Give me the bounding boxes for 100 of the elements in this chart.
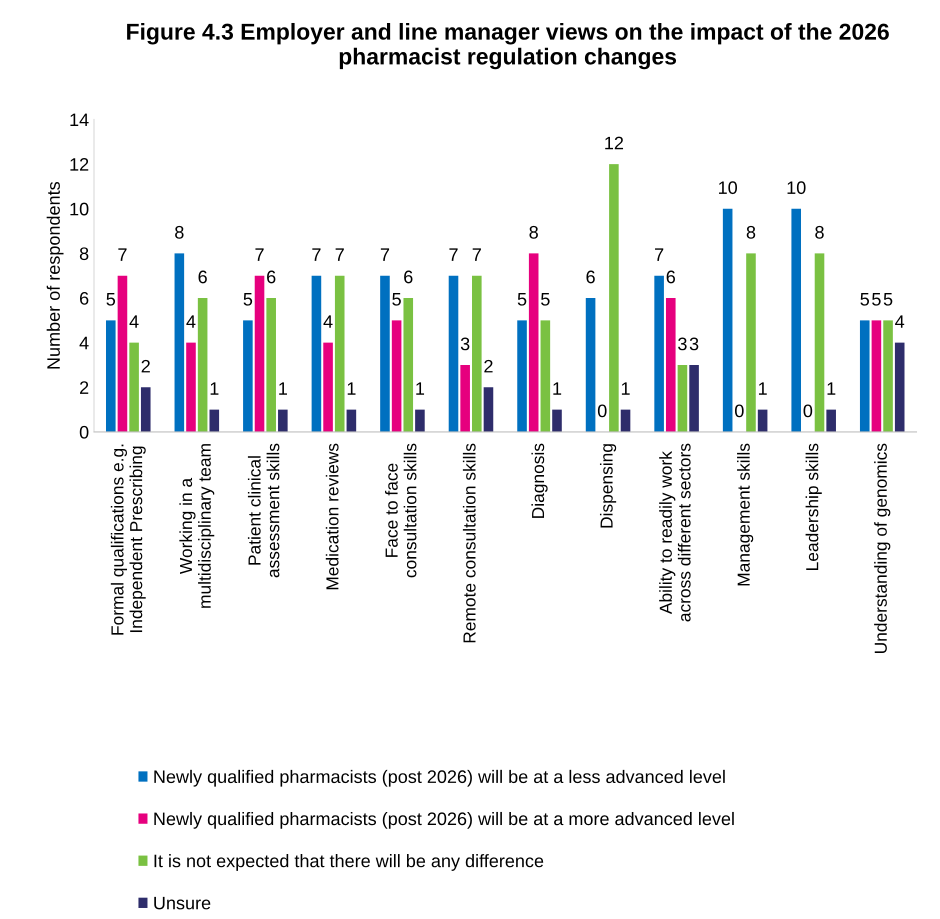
data-label: 7 (380, 248, 390, 261)
data-label: 4 (895, 315, 904, 328)
data-label: 10 (719, 181, 738, 194)
y-tick-label: 6 (80, 292, 88, 305)
bar (334, 276, 345, 432)
bar (448, 276, 458, 432)
bar (722, 208, 732, 432)
data-label: 1 (828, 382, 836, 395)
data-label: 7 (312, 248, 321, 261)
y-tick-label: 12 (70, 158, 88, 171)
data-label: 7 (655, 248, 664, 261)
x-tick-label: Working in a multidisciplinary team (179, 444, 214, 608)
data-label: 0 (804, 404, 812, 418)
bar (254, 276, 264, 432)
bar (278, 410, 288, 432)
data-label: 4 (186, 315, 196, 328)
bar (472, 276, 482, 432)
data-label: 1 (622, 382, 630, 395)
data-label: 7 (336, 248, 344, 261)
data-label: 5 (860, 293, 870, 306)
data-label: 6 (666, 270, 676, 284)
bar (814, 253, 824, 432)
bar (654, 276, 664, 432)
data-label: 0 (598, 404, 607, 418)
bar (791, 208, 802, 432)
data-label: 8 (529, 226, 538, 239)
x-tick-label: Remote consultation skills (462, 444, 476, 642)
data-label: 6 (267, 270, 276, 284)
data-label: 12 (605, 136, 624, 150)
data-label: 8 (175, 226, 184, 239)
bar (552, 410, 562, 432)
bar (186, 342, 196, 432)
legend-label: Unsure (154, 896, 210, 910)
x-tick-label: Management skills (737, 444, 754, 586)
bar (312, 276, 322, 432)
data-label: 1 (210, 382, 218, 395)
y-tick-label: 2 (80, 381, 88, 394)
bar (826, 410, 836, 432)
bar (872, 320, 882, 432)
data-label: 8 (815, 226, 824, 239)
data-label: 5 (518, 293, 526, 306)
bar (403, 298, 414, 432)
y-tick-label: 0 (80, 426, 88, 439)
data-label: 5 (392, 293, 401, 306)
data-label: 0 (735, 404, 744, 418)
bar (620, 410, 630, 432)
data-label: 2 (484, 360, 493, 372)
bar (243, 320, 253, 432)
data-label: 5 (872, 293, 881, 306)
bar (860, 320, 870, 432)
x-tick-label: Diagnosis (531, 444, 548, 518)
bar (689, 364, 699, 432)
y-tick-label: 14 (70, 114, 89, 126)
legend-label: It is not expected that there will be any difference (154, 854, 544, 871)
bar (746, 253, 756, 432)
data-label: 1 (416, 382, 424, 395)
bar (540, 320, 550, 432)
x-tick-label: Patient clinical assessment skills (248, 444, 280, 578)
x-tick-label: Medication reviews (326, 444, 339, 590)
x-tick-label: Dispensing (600, 444, 616, 528)
y-axis-title: Number of respondents (46, 182, 64, 369)
x-tick-label: Leadership skills (806, 444, 822, 570)
data-label: 5 (884, 293, 892, 306)
data-label: 3 (678, 338, 687, 350)
data-label: 4 (129, 315, 139, 328)
data-label: 5 (106, 293, 116, 306)
data-label: 5 (244, 293, 252, 306)
y-tick-label: 8 (80, 247, 88, 260)
legend-label: Newly qualified pharmacists (post 2026) will be at a more advanced level (154, 812, 734, 829)
bar (106, 320, 116, 432)
data-label: 6 (586, 270, 595, 284)
data-label: 8 (746, 226, 756, 239)
data-label: 1 (758, 382, 767, 395)
bar (266, 298, 276, 432)
bar (883, 320, 893, 432)
bar (198, 298, 208, 432)
bar (346, 410, 356, 432)
data-label: 1 (553, 382, 562, 395)
data-label: 4 (323, 315, 333, 328)
data-label: 1 (348, 382, 356, 395)
bar (174, 253, 184, 432)
x-tick-label: Face to face consultation skills (385, 444, 416, 578)
bar (666, 298, 676, 432)
data-label: 6 (198, 270, 207, 284)
data-label: 7 (472, 248, 481, 261)
data-label: 10 (788, 181, 806, 194)
bar (380, 276, 390, 432)
x-tick-label: Formal qualifications e.g. Independent Prescribing (110, 444, 146, 635)
y-tick-label: 4 (80, 336, 89, 350)
data-label: 7 (255, 248, 264, 261)
bar (758, 410, 768, 432)
data-label: 6 (404, 270, 412, 284)
bar (129, 342, 139, 432)
bar (678, 364, 688, 432)
bar (415, 410, 425, 432)
x-tick-label: Understanding of genomics (874, 444, 890, 654)
data-label: 3 (460, 338, 470, 350)
bar (460, 364, 470, 432)
bar (392, 320, 402, 432)
data-label: 7 (449, 248, 458, 261)
